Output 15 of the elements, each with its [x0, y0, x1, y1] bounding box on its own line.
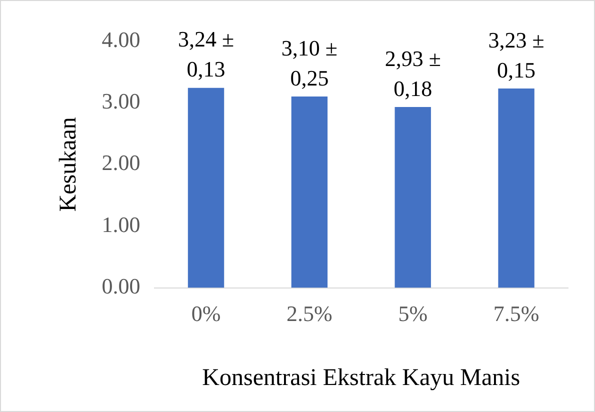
- y-axis-title: Kesukaan: [56, 117, 82, 212]
- data-label: 3,23 ± 0,15: [488, 27, 544, 82]
- x-tick-label: 2.5%: [286, 300, 332, 326]
- y-tick-label: 4.00: [102, 26, 140, 52]
- x-tick-label: 5%: [398, 300, 428, 326]
- data-label: 3,24 ± 0,13: [178, 26, 234, 82]
- data-label: 2,93 ± 0,18: [384, 46, 441, 101]
- y-tick-label: 1.00: [102, 212, 140, 237]
- y-tick-label: 2.00: [102, 150, 140, 176]
- x-axis-title: Konsentrasi Ekstrak Kayu Manis: [202, 364, 520, 391]
- data-label: 3,10 ± 0,25: [281, 35, 338, 90]
- x-tick-label: 0%: [191, 300, 221, 326]
- y-tick-label: 0.00: [102, 274, 140, 299]
- y-tick-label: 3.00: [102, 88, 140, 114]
- x-tick-label: 7.5%: [493, 300, 540, 326]
